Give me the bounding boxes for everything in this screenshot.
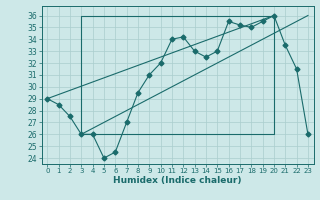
X-axis label: Humidex (Indice chaleur): Humidex (Indice chaleur) bbox=[113, 176, 242, 185]
